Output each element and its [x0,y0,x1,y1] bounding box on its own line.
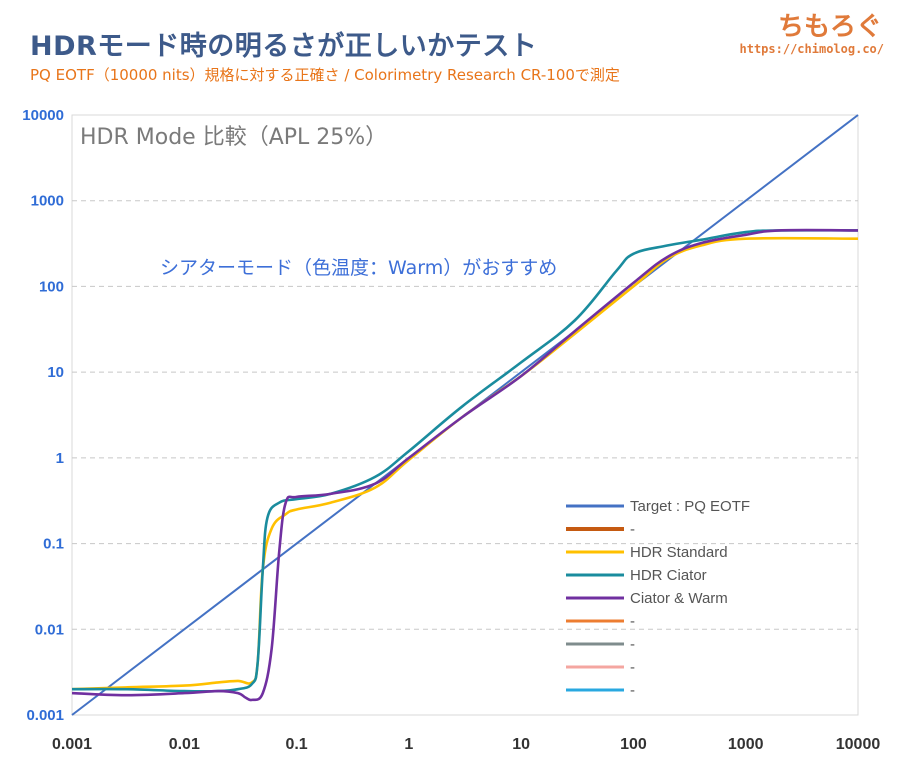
legend-item: - [566,521,635,538]
x-tick-label: 0.01 [169,736,200,753]
page-subtitle: PQ EOTF（10000 nits）規格に対する正確さ / Colorimet… [30,66,620,84]
hdr-eotf-chart: 0.001 0.01 0.1 1 10 100 1000 10000 0.001 0.01 0.1… [22,107,880,753]
brand-url: https://chimolog.co/ [739,42,885,56]
chart-annotation: シアターモード（色温度：Warm）がおすすめ [160,257,557,279]
legend-item: HDR Standard [566,544,728,561]
y-tick-label: 0.001 [26,707,64,724]
x-tick-label: 1000 [728,736,764,753]
series-lines [71,114,859,716]
grid [71,114,859,716]
x-tick-label: 10 [512,736,530,753]
brand-logo: ちもろぐ [777,12,882,42]
x-tick-label: 100 [620,736,647,753]
legend-item: - [566,636,635,653]
series-line-hdr-ciator [71,228,859,693]
y-tick-label: 0.01 [35,621,64,638]
header: HDRモード時の明るさが正しいかテスト PQ EOTF（10000 nits）規… [0,0,900,88]
legend-item: - [566,613,635,630]
legend-label: - [630,682,635,699]
x-tick-label: 0.1 [285,736,307,753]
legend-item: - [566,659,635,676]
legend-label: Ciator & Warm [630,590,728,607]
plot-area [71,114,859,716]
x-tick-label: 1 [404,736,413,753]
legend-label: Target : PQ EOTF [630,498,750,515]
y-tick-label: 0.1 [43,536,64,553]
legend-item: HDR Ciator [566,567,707,584]
x-tick-label: 0.001 [52,736,92,753]
legend-label: HDR Ciator [630,567,707,584]
page-title: HDRモード時の明るさが正しいかテスト [30,31,538,62]
y-axis-ticks: 0.001 0.01 0.1 1 10 100 1000 10000 [22,107,64,724]
x-axis-ticks: 0.001 0.01 0.1 1 10 100 1000 10000 [52,736,880,753]
series-line-hdr-standard [71,236,859,691]
series-line-ciator-warm [71,228,859,702]
y-tick-label: 1 [56,450,64,467]
legend-item: Target : PQ EOTF [566,498,750,515]
legend-item: - [566,682,635,699]
legend-label: HDR Standard [630,544,728,561]
y-tick-label: 100 [39,278,64,295]
legend-item: Ciator & Warm [566,590,728,607]
legend-label: - [630,613,635,630]
legend-label: - [630,659,635,676]
legend-label: - [630,521,635,538]
chart-panel: 0.001 0.01 0.1 1 10 100 1000 10000 0.001 0.01 0.1… [0,88,900,765]
y-tick-label: 10 [47,364,64,381]
x-tick-label: 10000 [836,736,881,753]
legend-label: - [630,636,635,653]
chart-title: HDR Mode 比較（APL 25%） [80,125,387,150]
legend: Target : PQ EOTF - HDR Standard HDR Ciator C… [566,498,750,699]
y-tick-label: 1000 [31,193,64,210]
y-tick-label: 10000 [22,107,64,124]
